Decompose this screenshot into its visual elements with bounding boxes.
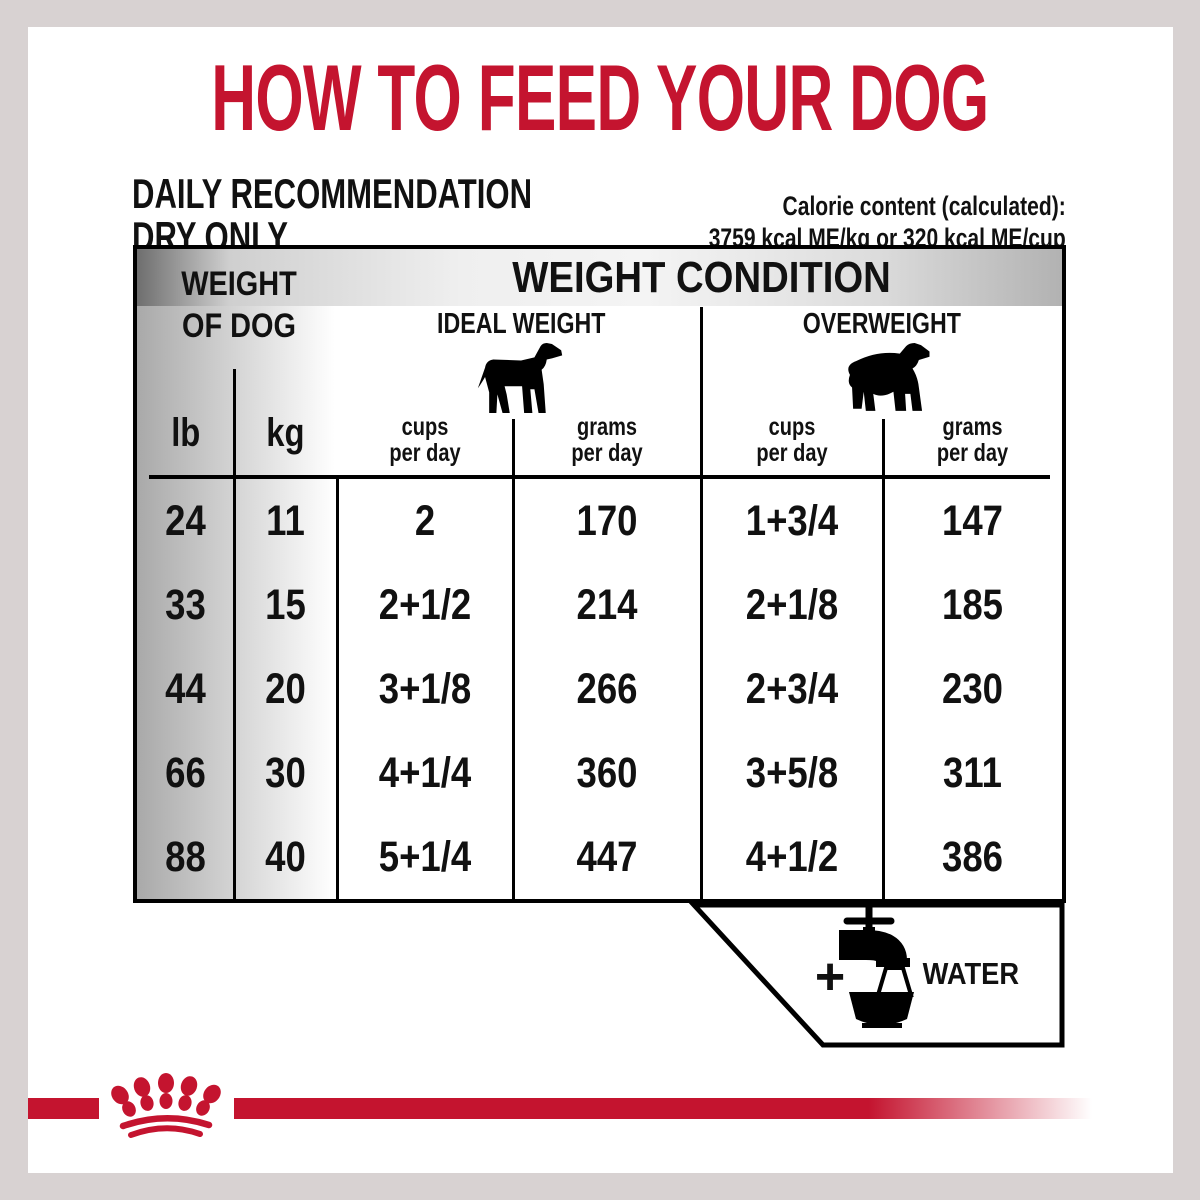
cell-kg: 15 [265, 580, 306, 629]
divider-kg-cups [335, 475, 339, 899]
water-callout: + WATER [133, 899, 1066, 1057]
unit-kg: kg [266, 410, 305, 455]
cell-over-grams: 311 [943, 748, 1002, 797]
weight-of-dog-header: WEIGHT OF DOG [181, 265, 297, 345]
cell-over-cups: 3+5/8 [745, 748, 839, 797]
royal-canin-crown-icon [111, 1073, 221, 1138]
divider-over-cups-grams [881, 419, 885, 899]
column-header-ideal-grams: grams per day [571, 413, 643, 467]
cell-over-cups: 1+3/4 [745, 496, 839, 545]
daily-recommendation: DAILY RECOMMENDATION DRY ONLY [132, 172, 673, 258]
water-label: WATER [922, 956, 1020, 991]
table-row: 44 20 3+1/8 266 2+3/4 230 [137, 647, 1062, 731]
column-header-ideal-cups: cups per day [389, 413, 461, 467]
cell-ideal-cups: 5+1/4 [378, 832, 472, 881]
cell-over-cups: 2+1/8 [745, 580, 839, 629]
divider-lb-kg [232, 369, 236, 899]
section-label-ideal-weight: IDEAL WEIGHT [436, 307, 606, 340]
cell-lb: 88 [165, 832, 206, 881]
cell-kg: 40 [265, 832, 306, 881]
table-row: 33 15 2+1/2 214 2+1/8 185 [137, 563, 1062, 647]
table-row: 88 40 5+1/4 447 4+1/2 386 [137, 815, 1062, 899]
cell-kg: 30 [265, 748, 306, 797]
daily-recommendation-line1: DAILY RECOMMENDATION [132, 170, 533, 217]
cell-ideal-grams: 266 [576, 664, 638, 713]
table-row: 24 11 2 170 1+3/4 147 [137, 479, 1062, 563]
brand-stripe [28, 1098, 1092, 1119]
cell-ideal-grams: 214 [576, 580, 638, 629]
cell-over-cups: 4+1/2 [745, 832, 839, 881]
cell-kg: 20 [265, 664, 306, 713]
cell-over-grams: 147 [942, 496, 1003, 545]
cell-ideal-grams: 360 [576, 748, 638, 797]
dog-standing-icon [477, 343, 563, 413]
table-body: 24 11 2 170 1+3/4 147 33 15 2+1/2 214 2+… [137, 479, 1062, 899]
dog-overweight-icon [848, 343, 930, 411]
cell-over-grams: 185 [942, 580, 1003, 629]
calorie-note-line1: Calorie content (calculated): [782, 191, 1066, 221]
column-header-over-grams: grams per day [936, 413, 1009, 467]
cell-ideal-grams: 447 [576, 832, 638, 881]
table-row: 66 30 4+1/4 360 3+5/8 311 [137, 731, 1062, 815]
cell-ideal-cups: 2 [414, 496, 436, 545]
cell-ideal-grams: 170 [576, 496, 638, 545]
condition-header-band [137, 249, 1062, 306]
cell-kg: 11 [266, 496, 305, 545]
unit-lb: lb [170, 410, 201, 455]
cell-over-grams: 230 [942, 664, 1003, 713]
cell-lb: 44 [165, 664, 206, 713]
plus-sign: + [814, 948, 846, 1006]
divider-sections [699, 307, 703, 899]
cell-lb: 33 [165, 580, 206, 629]
section-label-overweight: OVERWEIGHT [802, 307, 961, 340]
cell-ideal-cups: 3+1/8 [378, 664, 472, 713]
page-title: HOW TO FEED YOUR DOG [211, 45, 989, 150]
faucet-pouring-into-bowl-icon [839, 903, 914, 1028]
cell-ideal-cups: 2+1/2 [378, 580, 472, 629]
divider-ideal-cups-grams [511, 419, 515, 899]
cell-over-grams: 386 [942, 832, 1003, 881]
column-header-over-cups: cups per day [756, 413, 828, 467]
cell-over-cups: 2+3/4 [745, 664, 839, 713]
weight-column-shade [137, 306, 341, 899]
cell-lb: 66 [165, 748, 206, 797]
brand-logo [99, 1070, 234, 1150]
feeding-table: WEIGHT CONDITION WEIGHT OF DOG IDEAL WEI… [133, 245, 1066, 903]
cell-lb: 24 [165, 496, 206, 545]
water-callout-shape [688, 902, 1065, 1048]
condition-header: WEIGHT CONDITION [512, 252, 891, 302]
cell-ideal-cups: 4+1/4 [378, 748, 472, 797]
header-rule [149, 475, 1050, 479]
